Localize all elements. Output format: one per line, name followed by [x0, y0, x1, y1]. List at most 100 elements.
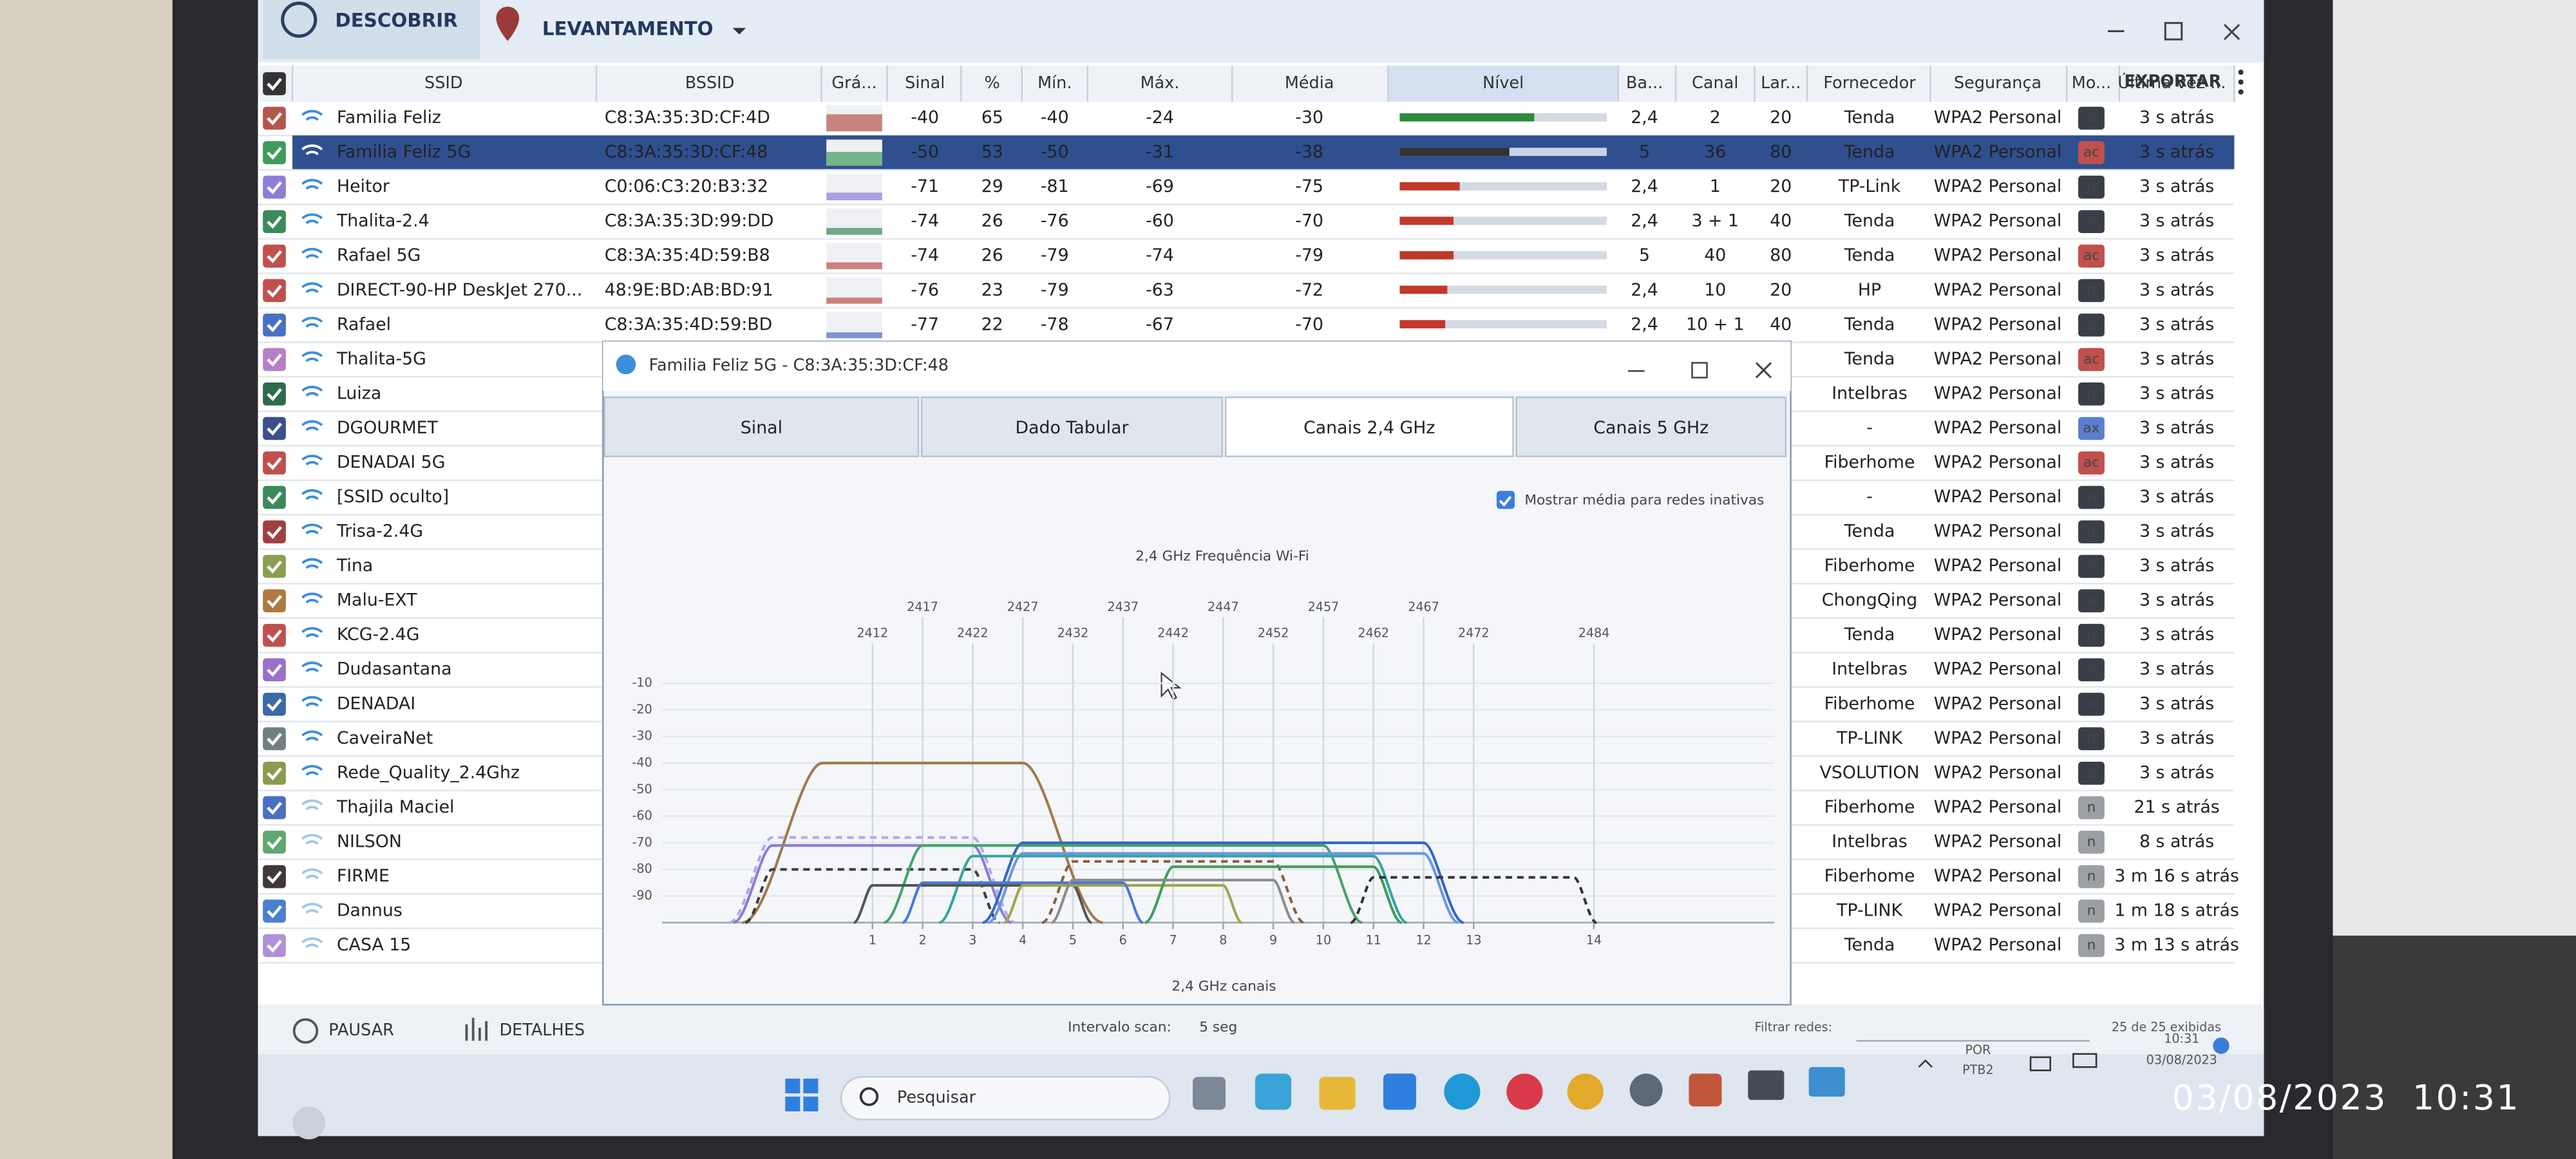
- column-header[interactable]: Última vez ...: [2117, 73, 2226, 93]
- row-checkbox[interactable]: [263, 658, 286, 682]
- app-icon[interactable]: [1383, 1073, 1416, 1110]
- column-header[interactable]: %: [985, 73, 1000, 93]
- discover-tab[interactable]: [263, 0, 480, 59]
- wifi-icon: [301, 558, 323, 569]
- row-checkbox[interactable]: [263, 451, 286, 475]
- dropdown-caret[interactable]: [732, 28, 746, 35]
- pause-icon[interactable]: [292, 1018, 319, 1044]
- maximize-button[interactable]: [2164, 22, 2183, 41]
- column-header[interactable]: Ba...: [1626, 73, 1663, 93]
- details-icon[interactable]: [465, 1017, 488, 1041]
- column-header[interactable]: Fornecedor: [1823, 73, 1916, 93]
- dialog-tab[interactable]: [1224, 396, 1514, 458]
- cell-last-seen: 3 s atrás: [2139, 314, 2214, 334]
- app-icon[interactable]: [1444, 1073, 1481, 1110]
- header-checkbox[interactable]: [263, 72, 286, 95]
- cell-signal: -40: [911, 108, 939, 127]
- row-checkbox[interactable]: [263, 934, 286, 957]
- dialog-tab-label[interactable]: Sinal: [741, 418, 782, 438]
- checkbox-label[interactable]: Mostrar média para redes inativas: [1524, 493, 1764, 509]
- row-checkbox[interactable]: [263, 865, 286, 889]
- row-checkbox[interactable]: [263, 727, 286, 751]
- column-header[interactable]: Canal: [1692, 73, 1738, 93]
- interval-value[interactable]: 5 seg: [1199, 1019, 1237, 1035]
- column-header[interactable]: Segurança: [1954, 73, 2041, 93]
- row-checkbox[interactable]: [263, 313, 286, 337]
- app-icon[interactable]: [1689, 1073, 1722, 1107]
- checkbox[interactable]: [1496, 491, 1515, 509]
- app-icon[interactable]: [1567, 1073, 1604, 1110]
- row-checkbox[interactable]: [263, 589, 286, 612]
- app-icon[interactable]: [1748, 1070, 1785, 1100]
- pause-label[interactable]: PAUSAR: [328, 1021, 394, 1040]
- dialog-close[interactable]: [1755, 362, 1772, 379]
- start-button[interactable]: [785, 1079, 819, 1112]
- clock-time[interactable]: 10:31: [2164, 1031, 2199, 1046]
- dialog-tab-label[interactable]: Canais 2,4 GHz: [1303, 418, 1435, 438]
- dialog-maximize[interactable]: [1691, 362, 1708, 379]
- menu-dot[interactable]: [2238, 70, 2244, 75]
- row-checkbox[interactable]: [263, 623, 286, 647]
- app-icon[interactable]: [1193, 1077, 1226, 1110]
- column-header[interactable]: Máx.: [1141, 73, 1180, 93]
- language[interactable]: POR: [1965, 1042, 1991, 1057]
- mode-badge: [2078, 692, 2105, 716]
- column-header[interactable]: Lar...: [1761, 73, 1801, 93]
- column-header[interactable]: Mo...: [2072, 73, 2112, 93]
- row-checkbox[interactable]: [263, 520, 286, 543]
- tray-icon[interactable]: [2072, 1053, 2098, 1068]
- app-icon[interactable]: [1319, 1077, 1356, 1110]
- row-checkbox[interactable]: [263, 210, 286, 234]
- tray-caret[interactable]: [1918, 1059, 1933, 1068]
- column-header[interactable]: Média: [1285, 73, 1334, 93]
- row-checkbox[interactable]: [263, 417, 286, 440]
- row-checkbox[interactable]: [263, 279, 286, 303]
- dialog-tab-label[interactable]: Dado Tabular: [1016, 418, 1129, 438]
- export-label[interactable]: EXPORTAR: [2124, 71, 2221, 91]
- row-checkbox[interactable]: [263, 796, 286, 820]
- dialog-tab-label[interactable]: Canais 5 GHz: [1593, 418, 1709, 438]
- cell-ssid: Rafael: [337, 314, 391, 334]
- clock-date[interactable]: 03/08/2023: [2146, 1053, 2217, 1068]
- details-label[interactable]: DETALHES: [500, 1021, 585, 1040]
- row-checkbox[interactable]: [263, 485, 286, 509]
- row-checkbox[interactable]: [263, 348, 286, 372]
- row-checkbox[interactable]: [263, 692, 286, 716]
- search-box[interactable]: [840, 1076, 1171, 1121]
- column-header[interactable]: Mín.: [1037, 73, 1072, 93]
- widget-icon[interactable]: [292, 1106, 326, 1140]
- menu-dot[interactable]: [2238, 79, 2244, 85]
- row-checkbox[interactable]: [263, 554, 286, 578]
- tray-icon[interactable]: [2029, 1056, 2051, 1071]
- menu-dot[interactable]: [2238, 89, 2244, 95]
- row-checkbox[interactable]: [263, 762, 286, 785]
- tab-label[interactable]: DESCOBRIR: [335, 10, 457, 32]
- row-checkbox[interactable]: [263, 831, 286, 854]
- app-icon[interactable]: [1808, 1067, 1845, 1097]
- y-tick-label: -30: [632, 728, 652, 743]
- column-header[interactable]: BSSID: [685, 73, 735, 93]
- row-checkbox[interactable]: [263, 900, 286, 923]
- dialog-tab[interactable]: [920, 396, 1224, 458]
- row-checkbox[interactable]: [263, 106, 286, 130]
- app-icon[interactable]: [1255, 1073, 1292, 1110]
- close-button[interactable]: [2223, 24, 2240, 41]
- keyboard-layout[interactable]: PTB2: [1962, 1062, 1993, 1077]
- column-header[interactable]: Sinal: [905, 73, 945, 93]
- row-checkbox[interactable]: [263, 382, 286, 406]
- column-header[interactable]: SSID: [424, 73, 463, 93]
- row-checkbox[interactable]: [263, 244, 286, 268]
- app-icon[interactable]: [1629, 1073, 1663, 1107]
- notification-icon[interactable]: [2213, 1037, 2230, 1054]
- row-checkbox[interactable]: [263, 175, 286, 199]
- tab-label[interactable]: LEVANTAMENTO: [542, 17, 714, 39]
- dialog-tab[interactable]: [603, 396, 920, 458]
- column-header[interactable]: Grá...: [831, 73, 876, 93]
- row-checkbox[interactable]: [263, 141, 286, 164]
- cell-security: WPA2 Personal: [1934, 866, 2062, 886]
- cell-security: WPA2 Personal: [1934, 211, 2062, 231]
- dialog-tab[interactable]: [1515, 396, 1787, 458]
- search-label[interactable]: Pesquisar: [897, 1088, 976, 1107]
- column-header[interactable]: Nível: [1482, 73, 1524, 93]
- app-icon[interactable]: [1506, 1073, 1543, 1110]
